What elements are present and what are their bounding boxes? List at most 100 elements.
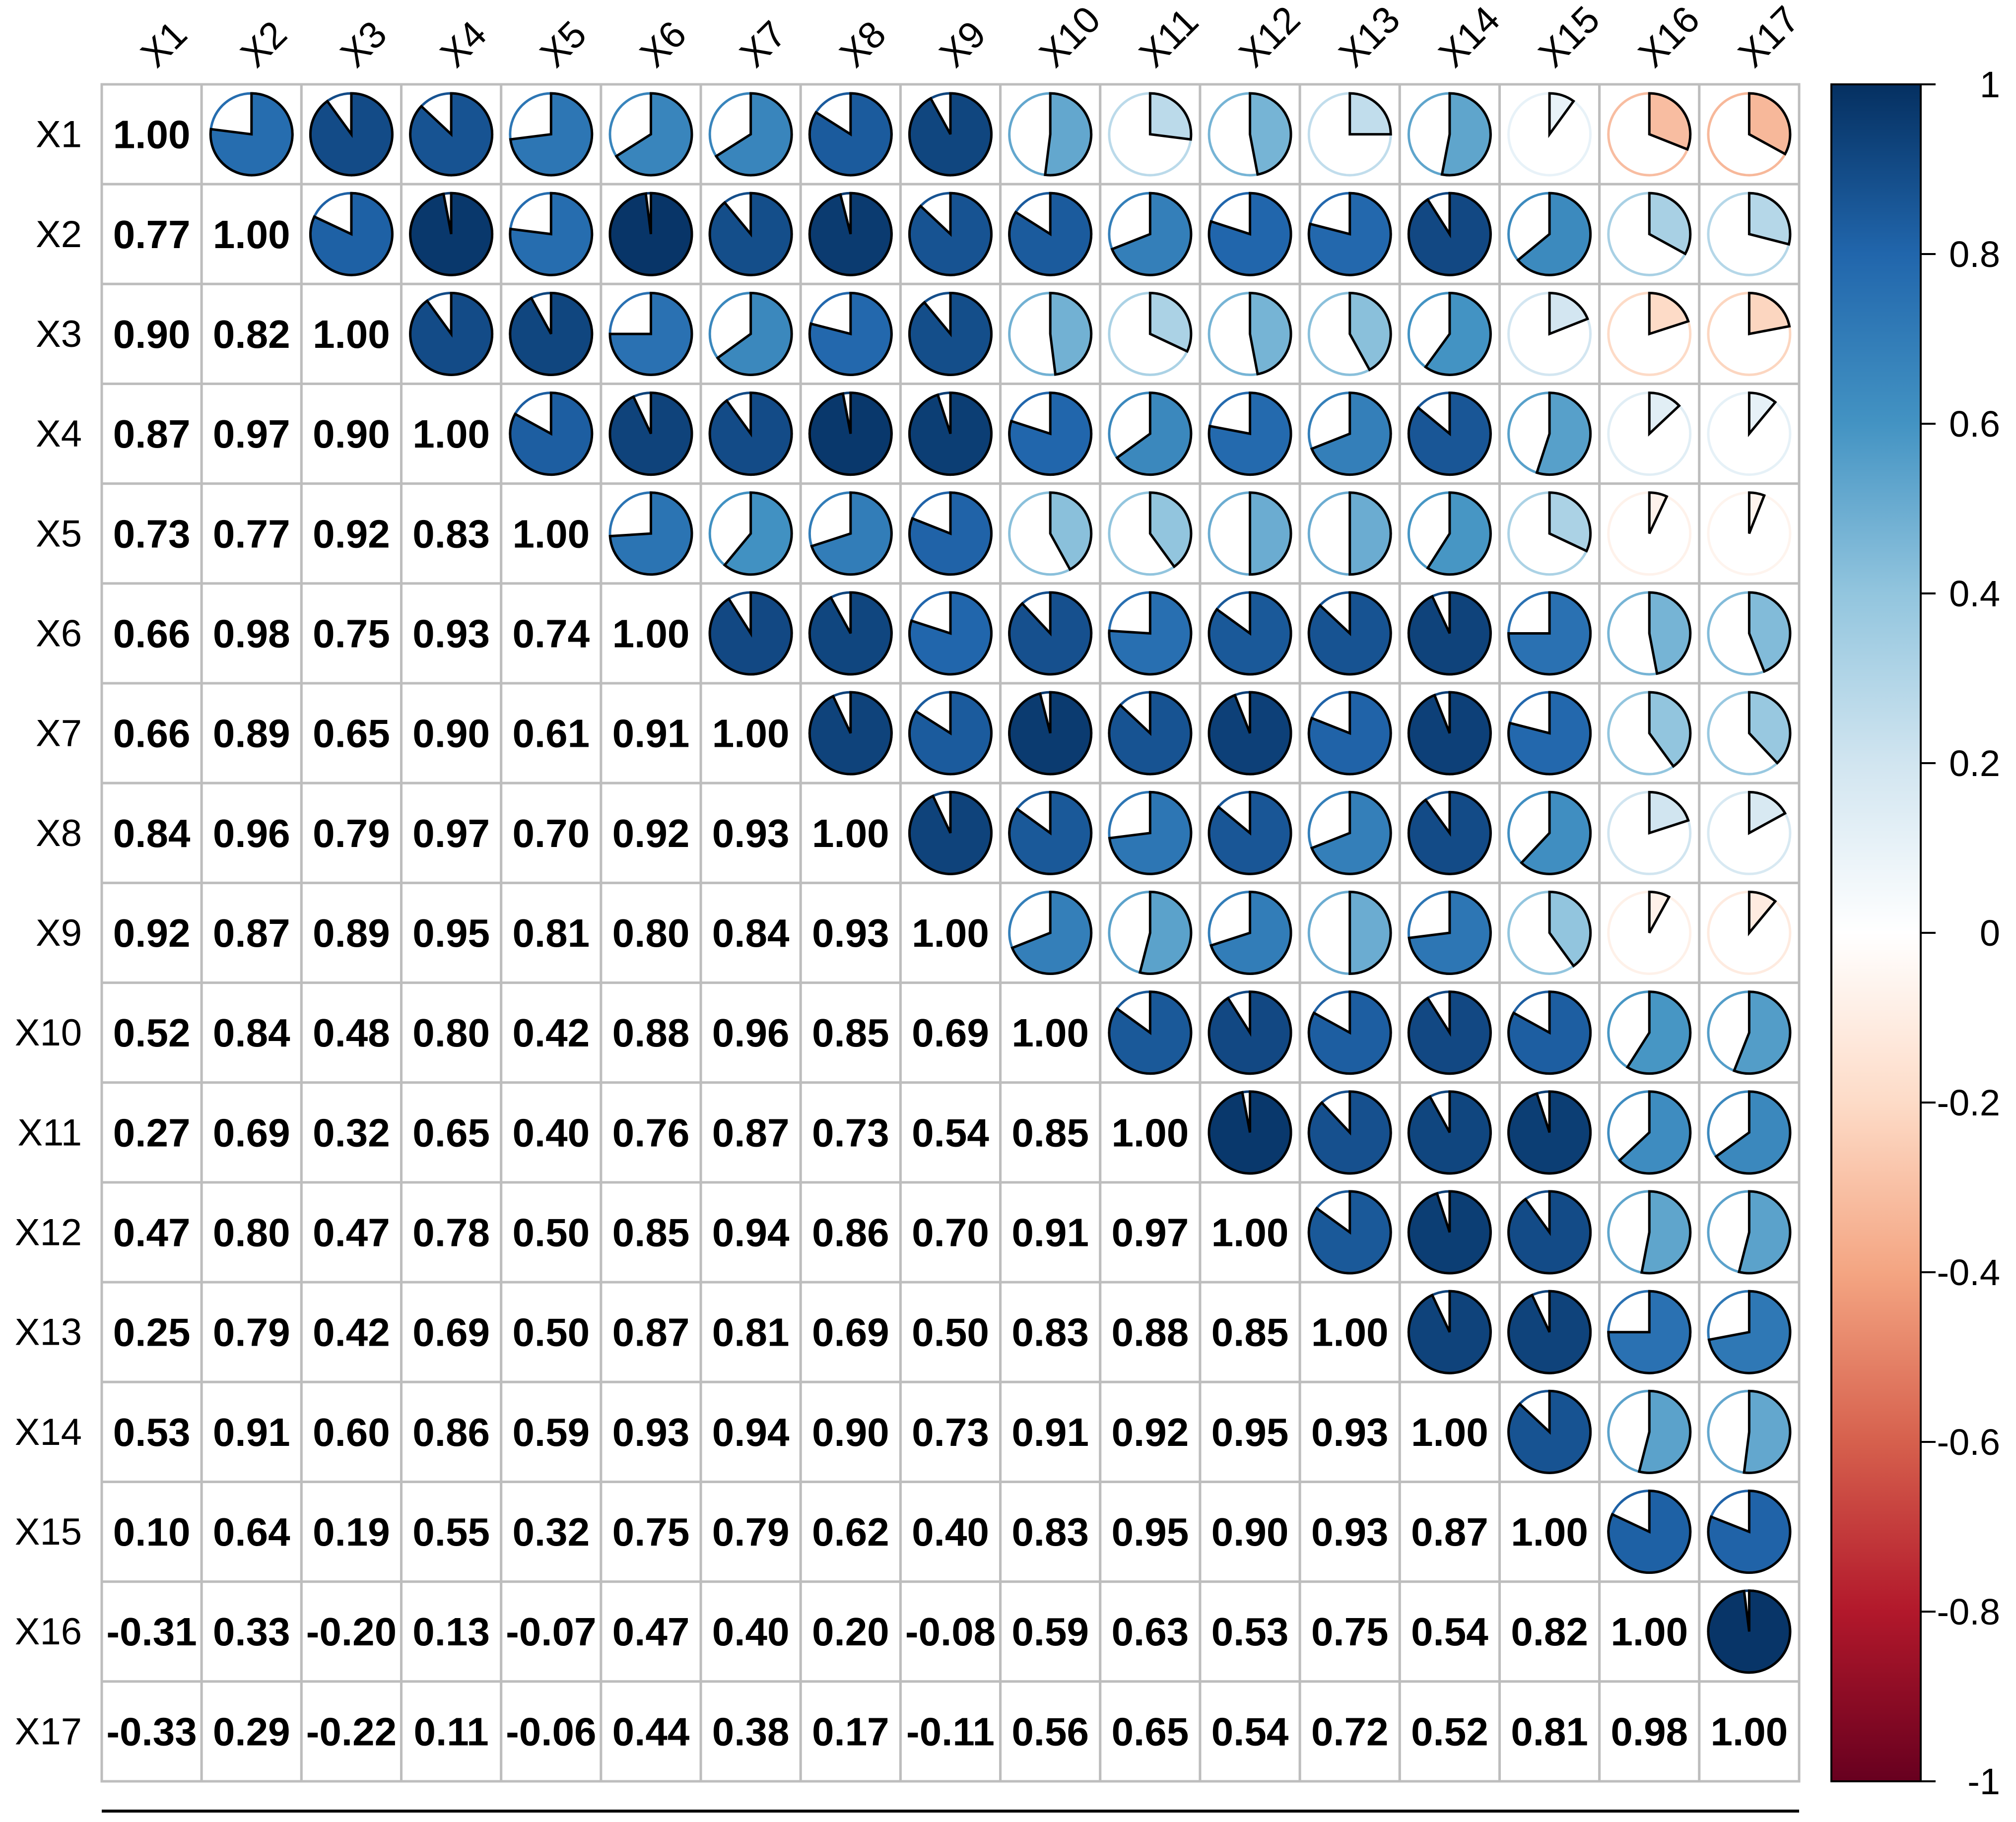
correlation-value-label: 0.79 xyxy=(712,1510,790,1554)
pie-glyph-wedge xyxy=(1348,92,1392,136)
pie-glyph-wedge xyxy=(1307,1190,1392,1275)
pie-glyph-wedge xyxy=(409,192,494,276)
grid-cell xyxy=(200,183,303,285)
grid-cell xyxy=(1598,1680,1701,1783)
pie-glyph-wedge xyxy=(1707,1290,1792,1374)
correlation-value-label: 0.64 xyxy=(213,1510,290,1554)
correlation-value-label: 0.42 xyxy=(512,1011,590,1055)
correlation-value-label: 0.92 xyxy=(113,911,191,955)
grid-cell xyxy=(899,1480,1002,1583)
pie-glyph-wedge xyxy=(808,291,893,376)
grid-cell xyxy=(200,383,303,485)
pie-glyph-wedge xyxy=(509,92,594,177)
correlation-value-label: 0.42 xyxy=(313,1310,390,1355)
column-label: X4 xyxy=(432,13,495,75)
pie-glyph-wedge xyxy=(1407,192,1492,276)
pie-glyph-wedge xyxy=(908,691,993,776)
pie-glyph-wedge xyxy=(1607,1490,1692,1574)
correlation-value-label: 1.00 xyxy=(912,911,989,955)
grid-cell xyxy=(100,183,203,285)
row-label: X17 xyxy=(15,1710,82,1753)
correlation-value-label: 0.66 xyxy=(113,712,191,756)
correlation-value-label: 0.87 xyxy=(113,412,191,456)
pie-glyph-wedge xyxy=(1148,491,1193,569)
grid-cell xyxy=(600,1281,702,1383)
correlation-value-label: -0.06 xyxy=(506,1709,596,1754)
grid-cell xyxy=(300,1680,403,1783)
pie-glyph-wedge xyxy=(1407,1290,1492,1374)
correlation-value-label: 0.94 xyxy=(712,1410,790,1454)
pie-glyph-wedge xyxy=(1407,990,1492,1075)
grid-cell xyxy=(400,482,503,585)
correlation-value-label: 0.93 xyxy=(712,811,790,855)
grid-cell xyxy=(999,1580,1102,1683)
row-labels: X1 X2 X3 X4 X5 X6 X7 X8 X9 X10 X11 X12 X13 X14 X15 X16 X… xyxy=(15,114,82,1753)
row-label: X14 xyxy=(15,1411,82,1453)
correlation-value-label: 0.85 xyxy=(812,1011,889,1055)
correlation-value-label: 0.84 xyxy=(213,1011,290,1055)
correlation-value-label: 0.88 xyxy=(612,1011,690,1055)
correlation-value-label: 0.73 xyxy=(113,512,191,556)
correlation-value-label: 0.32 xyxy=(313,1110,390,1155)
grid-cell xyxy=(899,981,1002,1084)
pie-glyph-wedge xyxy=(409,92,494,177)
correlation-value-label: -0.11 xyxy=(906,1709,995,1754)
correlation-value-label: 0.90 xyxy=(313,412,390,456)
grid-cell xyxy=(300,1281,403,1383)
correlation-value-label: 0.40 xyxy=(912,1510,989,1554)
grid-cell xyxy=(699,1380,802,1483)
pie-glyph-wedge xyxy=(1348,890,1392,976)
grid-cell xyxy=(400,1680,503,1783)
column-label: X1 xyxy=(133,13,196,75)
correlation-value-label: 0.69 xyxy=(812,1310,889,1355)
grid-cell xyxy=(100,781,203,884)
column-label: X13 xyxy=(1331,0,1409,75)
correlation-value-label: 1.00 xyxy=(1611,1610,1688,1654)
correlation-value-label: 0.63 xyxy=(1112,1610,1189,1654)
correlation-value-label: 0.95 xyxy=(412,911,490,955)
column-label: X2 xyxy=(233,13,295,75)
pie-glyph-wedge xyxy=(1010,891,1093,975)
grid-cell xyxy=(200,1281,303,1383)
pie-glyph-wedge xyxy=(1407,1190,1492,1275)
grid-cell xyxy=(999,1680,1102,1783)
correlation-value-label: 0.54 xyxy=(1411,1610,1488,1654)
grid-cell xyxy=(699,1680,802,1783)
row-label: X4 xyxy=(36,413,82,455)
pie-glyph-wedge xyxy=(1008,591,1093,676)
correlation-value-label: 0.76 xyxy=(612,1110,690,1155)
correlation-value-label: 0.81 xyxy=(712,1310,790,1355)
grid-cell xyxy=(1698,1680,1801,1783)
color-bar-tick-label: -1 xyxy=(1967,1761,2000,1802)
pie-glyph-wedge xyxy=(614,92,693,177)
grid-cell xyxy=(200,1580,303,1683)
pie-glyph-wedge xyxy=(1747,391,1777,438)
pie-glyph-wedge xyxy=(1707,1589,1792,1674)
pie-glyph-wedge xyxy=(1348,491,1392,576)
pie-glyph-wedge xyxy=(1108,591,1193,676)
correlation-value-label: 0.44 xyxy=(612,1709,690,1754)
correlation-value-label: 0.62 xyxy=(812,1510,889,1554)
pie-glyph-wedge xyxy=(1407,790,1492,875)
grid-cell xyxy=(600,1580,702,1683)
column-label: X12 xyxy=(1231,0,1308,75)
correlation-value-label: 1.00 xyxy=(712,712,790,756)
pie-glyph-wedge xyxy=(808,591,893,676)
pie-glyph-wedge xyxy=(808,192,893,276)
correlation-value-label: 0.96 xyxy=(712,1011,790,1055)
pie-glyph-wedge xyxy=(723,491,793,576)
pie-glyph-wedge xyxy=(509,291,594,376)
grid-cell xyxy=(699,1181,802,1284)
pie-glyph-wedge xyxy=(708,591,793,676)
correlation-value-label: 0.97 xyxy=(213,412,290,456)
correlation-value-label: 0.77 xyxy=(213,512,290,556)
row-label: X6 xyxy=(36,612,82,654)
pie-glyph-wedge xyxy=(608,491,693,576)
correlation-value-label: 0.92 xyxy=(313,512,390,556)
correlation-value-label: 0.83 xyxy=(1011,1510,1089,1554)
correlation-value-label: 0.87 xyxy=(213,911,290,955)
correlation-value-label: 1.00 xyxy=(213,212,290,257)
row-label: X12 xyxy=(15,1212,82,1254)
pie-glyph-wedge xyxy=(1648,391,1681,437)
pie-glyph-wedge xyxy=(1648,891,1671,934)
